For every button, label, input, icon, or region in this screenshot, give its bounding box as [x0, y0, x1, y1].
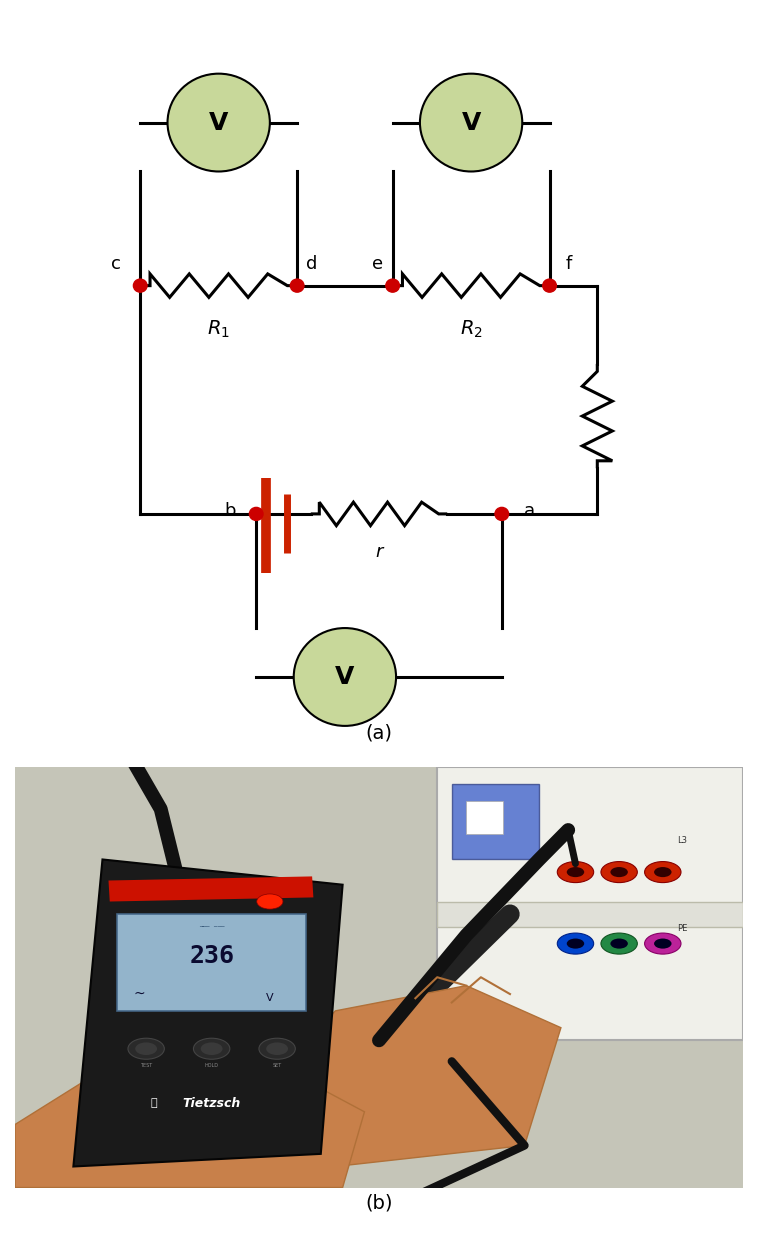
Circle shape [201, 1043, 223, 1055]
Circle shape [294, 628, 396, 726]
Circle shape [249, 507, 263, 521]
Circle shape [567, 867, 584, 877]
Circle shape [654, 867, 672, 877]
Circle shape [420, 74, 522, 172]
Bar [437, 767, 743, 1040]
Text: c: c [111, 255, 121, 272]
Circle shape [257, 894, 283, 909]
Text: r: r [375, 543, 383, 562]
Circle shape [128, 1038, 164, 1059]
Circle shape [610, 867, 628, 877]
Circle shape [601, 933, 637, 954]
Circle shape [168, 74, 270, 172]
Circle shape [133, 280, 147, 292]
Circle shape [386, 280, 399, 292]
Text: L3: L3 [678, 836, 688, 845]
Circle shape [543, 280, 556, 292]
Polygon shape [74, 860, 343, 1166]
Circle shape [654, 939, 672, 949]
Text: PE: PE [678, 924, 688, 933]
Circle shape [193, 1038, 230, 1059]
Text: e: e [372, 255, 384, 272]
Circle shape [567, 939, 584, 949]
Text: (b): (b) [365, 1194, 393, 1212]
Text: TEST: TEST [140, 1063, 152, 1068]
Circle shape [610, 939, 628, 949]
Polygon shape [270, 986, 561, 1166]
Polygon shape [15, 1061, 365, 1188]
Circle shape [259, 1038, 296, 1059]
Circle shape [135, 1043, 157, 1055]
Bar [117, 914, 306, 1011]
Bar [466, 800, 503, 834]
Text: V: V [209, 110, 228, 135]
Text: Ⓣ: Ⓣ [150, 1098, 157, 1108]
Text: 236: 236 [190, 944, 234, 969]
Circle shape [601, 861, 637, 883]
Circle shape [557, 933, 594, 954]
Circle shape [557, 861, 594, 883]
Text: ~: ~ [133, 987, 145, 1001]
Text: V: V [335, 666, 355, 689]
Text: d: d [306, 255, 318, 272]
Text: $R_2$: $R_2$ [459, 318, 483, 339]
Circle shape [644, 933, 681, 954]
Bar [452, 784, 539, 860]
Circle shape [290, 280, 304, 292]
Text: f: f [565, 255, 572, 272]
Text: SET: SET [272, 1063, 282, 1068]
Text: HOLD: HOLD [205, 1063, 218, 1068]
Circle shape [644, 861, 681, 883]
Text: Tietzsch: Tietzsch [183, 1097, 241, 1110]
Text: (a): (a) [365, 724, 393, 742]
Text: V: V [266, 993, 274, 1003]
Circle shape [266, 1043, 288, 1055]
Circle shape [495, 507, 509, 521]
Text: b: b [224, 502, 236, 520]
Bar [437, 902, 743, 927]
Text: $R_1$: $R_1$ [207, 318, 230, 339]
Text: ___  ___: ___ ___ [199, 919, 224, 925]
Bar [108, 876, 313, 902]
Text: V: V [462, 110, 481, 135]
Text: a: a [524, 502, 534, 520]
